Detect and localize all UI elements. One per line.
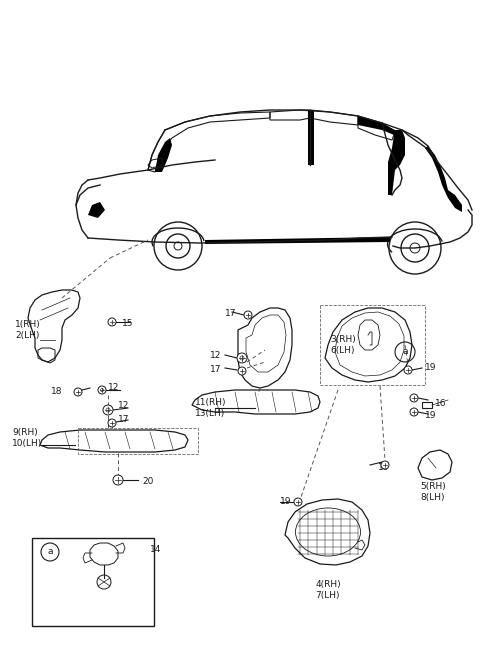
Circle shape (410, 243, 420, 253)
Circle shape (108, 419, 116, 427)
Text: 19: 19 (425, 362, 436, 371)
Polygon shape (155, 138, 172, 172)
Circle shape (103, 405, 113, 415)
Polygon shape (205, 237, 390, 244)
Circle shape (404, 366, 412, 374)
Text: 12: 12 (108, 383, 120, 391)
Polygon shape (88, 202, 105, 218)
Circle shape (294, 498, 302, 506)
Text: 17: 17 (210, 366, 221, 375)
Text: 5(RH)
8(LH): 5(RH) 8(LH) (420, 482, 446, 502)
Polygon shape (425, 146, 462, 212)
Text: 12: 12 (118, 401, 130, 411)
Bar (78, 428, 198, 454)
Text: 9(RH)
10(LH): 9(RH) 10(LH) (12, 428, 42, 448)
Circle shape (174, 242, 182, 250)
Circle shape (98, 386, 106, 394)
Text: 17: 17 (225, 310, 237, 318)
Circle shape (74, 388, 82, 396)
Polygon shape (308, 110, 314, 165)
Text: 18: 18 (50, 387, 62, 397)
Text: 14: 14 (150, 545, 161, 555)
Text: 11(RH)
13(LH): 11(RH) 13(LH) (195, 398, 227, 417)
Text: 16: 16 (435, 399, 446, 409)
Circle shape (108, 318, 116, 326)
Text: 19: 19 (280, 498, 291, 507)
Circle shape (113, 475, 123, 485)
Circle shape (244, 311, 252, 319)
Polygon shape (422, 402, 432, 408)
Polygon shape (358, 116, 405, 195)
Text: 4(RH)
7(LH): 4(RH) 7(LH) (315, 580, 341, 600)
Text: 1(RH)
2(LH): 1(RH) 2(LH) (15, 320, 41, 340)
Circle shape (238, 367, 246, 375)
Circle shape (381, 461, 389, 469)
Text: 19: 19 (378, 462, 389, 472)
Text: 20: 20 (142, 478, 154, 486)
Text: 19: 19 (425, 411, 436, 419)
Text: 17: 17 (118, 415, 130, 425)
Text: 12: 12 (210, 352, 221, 360)
Bar (32, 538, 154, 626)
Circle shape (410, 408, 418, 416)
Bar (320, 305, 425, 385)
Text: 3(RH)
6(LH): 3(RH) 6(LH) (330, 335, 356, 354)
Circle shape (410, 394, 418, 402)
Text: a: a (47, 547, 53, 557)
Text: 15: 15 (122, 318, 133, 328)
Text: a: a (402, 348, 408, 356)
Circle shape (237, 353, 247, 363)
